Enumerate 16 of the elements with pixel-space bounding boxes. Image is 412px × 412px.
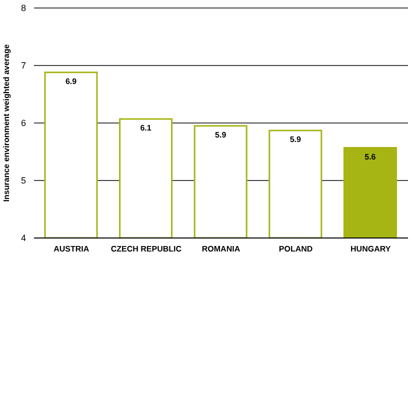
data-label: 6.9 xyxy=(65,77,78,86)
data-label: 5.9 xyxy=(290,135,302,144)
x-tick-label: POLAND xyxy=(278,244,313,254)
x-tick-label: AUSTRIA xyxy=(54,244,90,254)
data-label: 5.9 xyxy=(215,130,227,140)
data-label: 5.6 xyxy=(364,152,376,162)
y-tick-label: 6 xyxy=(20,118,26,128)
y-tick-label: 5 xyxy=(20,176,26,186)
y-tick-label: 4 xyxy=(20,233,26,244)
x-tick-label: HUNGARY xyxy=(350,244,392,254)
y-tick-label: 7 xyxy=(20,60,26,71)
data-label: 6.1 xyxy=(140,124,152,133)
x-tick-label: ROMANIA xyxy=(202,244,240,254)
y-tick-label: 8 xyxy=(20,3,26,14)
x-tick-label: CZECH REPUBLIC xyxy=(110,244,182,254)
y-axis-title: Insurance environment weighted average xyxy=(2,44,11,202)
